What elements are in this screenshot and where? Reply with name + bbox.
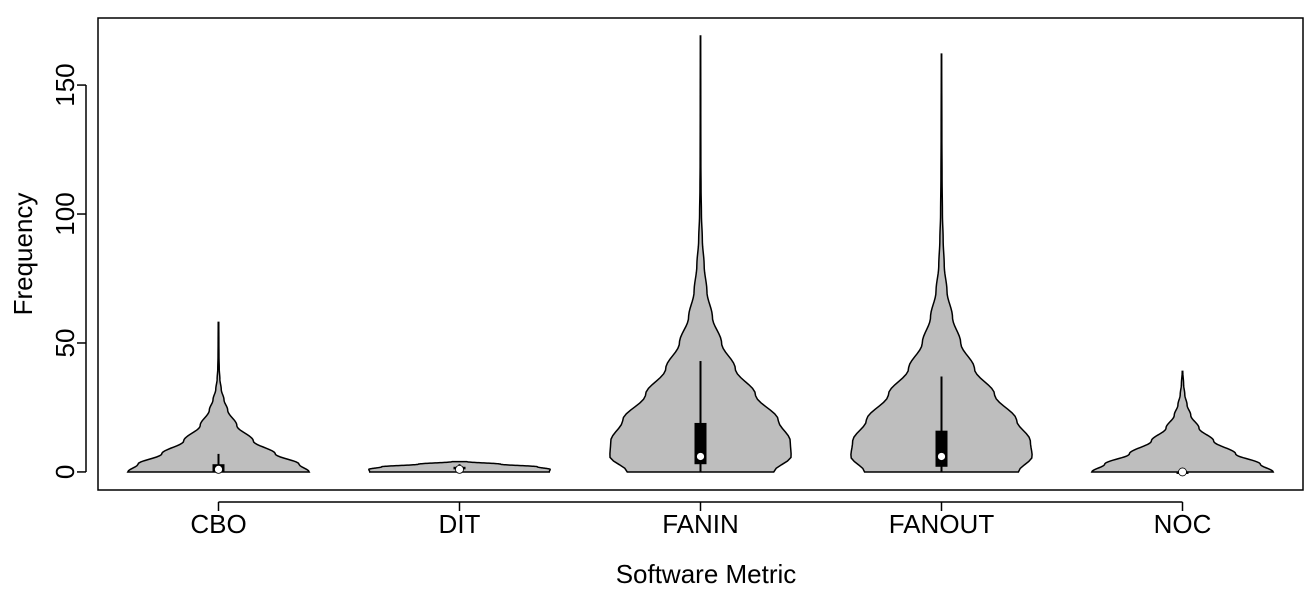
violin-median-point [1178,467,1187,477]
violin-median-point [455,464,464,474]
y-tick-label: 150 [50,63,80,106]
violin-dit [368,460,551,474]
violin-shape [126,321,311,473]
x-tick-label: DIT [439,509,481,539]
violin-shape [1090,370,1275,473]
x-tick-label: FANIN [662,509,739,539]
violin-noc [1090,370,1275,477]
y-tick-label: 0 [50,465,80,479]
violins-group [126,35,1275,477]
violin-fanout [850,53,1033,473]
violin-fanin [609,35,792,473]
x-tick-label: NOC [1154,509,1212,539]
violin-median-point [214,464,223,474]
y-tick-label: 100 [50,192,80,235]
violin-shape [850,53,1033,473]
x-axis-label: Software Metric [616,559,797,589]
y-axis-label: Frequency [8,193,38,316]
x-tick-label: FANOUT [889,509,995,539]
y-axis: 0 50 100 150 [50,63,87,479]
violin-shape [609,35,792,473]
violin-iqr-box [935,430,948,467]
x-axis: CBO DIT FANIN FANOUT NOC [190,501,1212,539]
y-tick-label: 50 [50,329,80,358]
violin-median-point [937,452,946,461]
violin-cbo [126,321,311,474]
violin-median-point [696,452,705,461]
x-tick-label: CBO [190,509,246,539]
plot-frame [97,17,1304,491]
